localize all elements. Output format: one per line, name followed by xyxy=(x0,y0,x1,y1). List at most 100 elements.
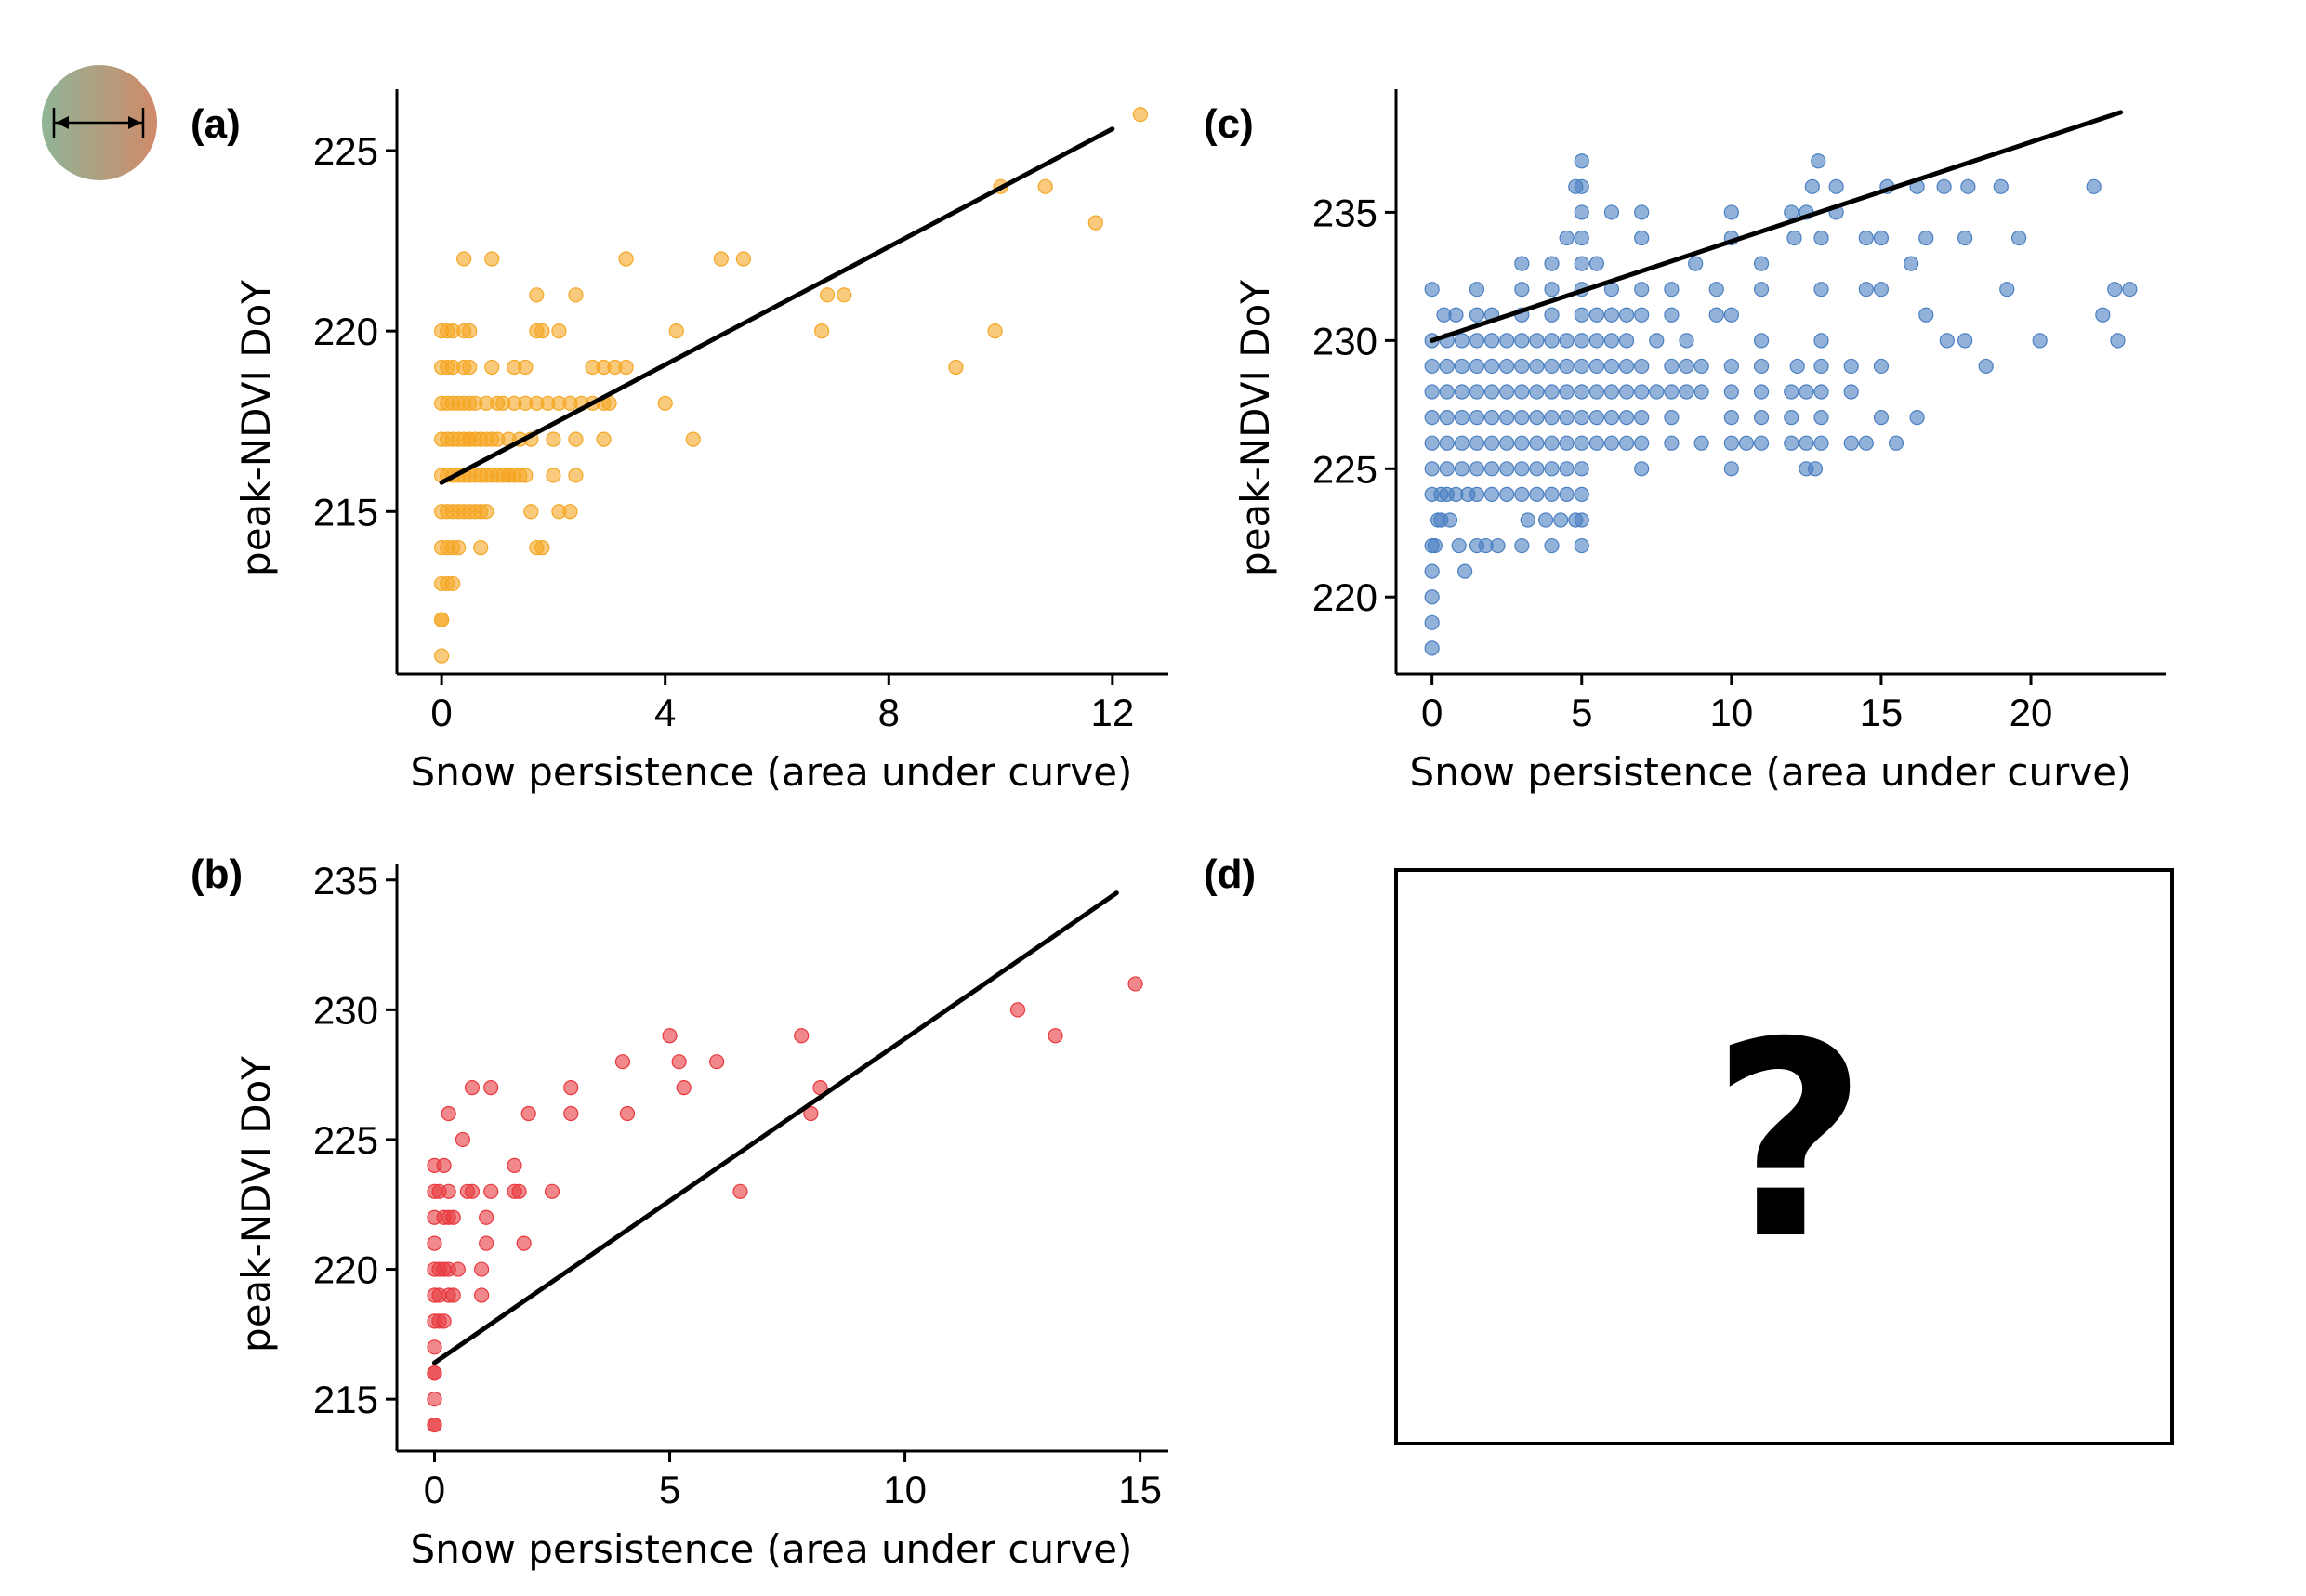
data-point xyxy=(1448,307,1464,323)
data-point xyxy=(1753,384,1770,400)
data-point xyxy=(1784,384,1799,400)
data-point xyxy=(987,323,1003,339)
data-point xyxy=(1603,410,1620,426)
data-point xyxy=(1888,435,1904,451)
x-tick-label: 8 xyxy=(878,691,900,734)
data-point xyxy=(1753,410,1770,426)
data-point xyxy=(1723,410,1739,426)
data-point xyxy=(732,1183,748,1199)
data-point xyxy=(1499,461,1515,477)
data-point xyxy=(427,1235,442,1251)
data-point xyxy=(544,1183,560,1199)
data-point xyxy=(1978,358,1994,375)
data-point xyxy=(1424,384,1440,400)
data-point xyxy=(484,359,500,376)
data-point xyxy=(563,1080,579,1096)
x-axis-label: Snow persistence (area under curve) xyxy=(1410,749,2132,795)
panel-label-b: (b) xyxy=(191,851,243,897)
data-point xyxy=(1529,461,1545,477)
data-point xyxy=(1499,358,1515,375)
data-point xyxy=(518,468,534,483)
data-point xyxy=(1469,486,1485,502)
data-point xyxy=(1574,204,1589,220)
data-point xyxy=(1469,333,1485,349)
scatter-points xyxy=(434,107,1149,664)
data-point xyxy=(1960,178,1976,194)
data-point xyxy=(1574,358,1589,375)
y-axis-label: peak-NDVI DoY xyxy=(1232,280,1278,576)
data-point xyxy=(1483,358,1500,375)
panel-a: (a) 0 4 8 12 215 220 225 Snow persistence (area… xyxy=(191,89,1168,795)
data-point xyxy=(2107,282,2123,297)
plot-b: 0 5 10 15 215 220 225 230 235 Snow persistence (a… xyxy=(233,859,1168,1572)
data-point xyxy=(434,648,450,664)
data-point xyxy=(1574,384,1589,400)
data-point xyxy=(1559,358,1575,375)
data-point xyxy=(1529,333,1545,349)
data-point xyxy=(450,1261,466,1277)
panel-label-c: (c) xyxy=(1204,101,1254,147)
data-point xyxy=(483,1183,499,1199)
data-point xyxy=(456,251,472,267)
data-point xyxy=(1936,178,1952,194)
data-point xyxy=(1873,358,1890,375)
data-point xyxy=(1514,384,1530,400)
data-point xyxy=(436,1157,452,1173)
data-point xyxy=(1634,282,1650,297)
data-point xyxy=(1738,435,1755,451)
data-point xyxy=(1723,204,1739,220)
x-tick-label: 0 xyxy=(1421,691,1443,734)
data-point xyxy=(1529,486,1545,502)
data-point xyxy=(1634,435,1650,451)
data-point xyxy=(735,251,751,267)
panel-label-a: (a) xyxy=(191,101,241,147)
data-point xyxy=(814,323,830,339)
data-point xyxy=(1634,230,1650,246)
data-point xyxy=(1454,384,1469,400)
data-point xyxy=(441,1105,456,1122)
data-point xyxy=(445,575,461,592)
question-mark: ? xyxy=(1711,985,1867,1299)
data-point xyxy=(518,359,534,376)
data-point xyxy=(1490,537,1506,554)
x-tick-label: 15 xyxy=(1118,1468,1162,1511)
data-point xyxy=(1553,512,1569,528)
data-point xyxy=(1544,282,1560,297)
data-point xyxy=(1588,410,1604,426)
data-point xyxy=(1559,410,1575,426)
data-point xyxy=(1559,486,1575,502)
data-point xyxy=(1499,435,1515,451)
data-point xyxy=(1574,461,1589,477)
data-point xyxy=(1544,358,1560,375)
data-point xyxy=(1588,384,1604,400)
data-point xyxy=(1544,461,1560,477)
data-point xyxy=(1469,410,1485,426)
data-point xyxy=(1454,435,1469,451)
y-tick-label: 225 xyxy=(1312,447,1377,491)
data-point xyxy=(1789,358,1805,375)
data-point xyxy=(1723,435,1739,451)
data-point xyxy=(2086,178,2102,194)
data-point xyxy=(483,1080,499,1096)
data-point xyxy=(1439,358,1455,375)
data-point xyxy=(479,504,494,520)
data-point xyxy=(473,1287,490,1303)
scatter-points xyxy=(1424,153,2138,656)
data-point xyxy=(473,1261,490,1277)
y-axis-label: peak-NDVI DoY xyxy=(233,1056,279,1352)
data-point xyxy=(1708,307,1724,323)
data-point xyxy=(1811,153,1826,169)
data-point xyxy=(427,1417,442,1433)
data-point xyxy=(507,1157,522,1173)
data-point xyxy=(1634,384,1650,400)
data-point xyxy=(1574,153,1589,169)
data-point xyxy=(1483,333,1500,349)
data-point xyxy=(501,468,517,483)
panel-label-d: (d) xyxy=(1204,851,1256,897)
data-point xyxy=(1813,435,1829,451)
data-point xyxy=(1804,178,1820,194)
data-point xyxy=(434,612,450,627)
data-point xyxy=(1499,410,1515,426)
data-point xyxy=(1574,486,1589,502)
trend-line xyxy=(431,890,1119,1365)
